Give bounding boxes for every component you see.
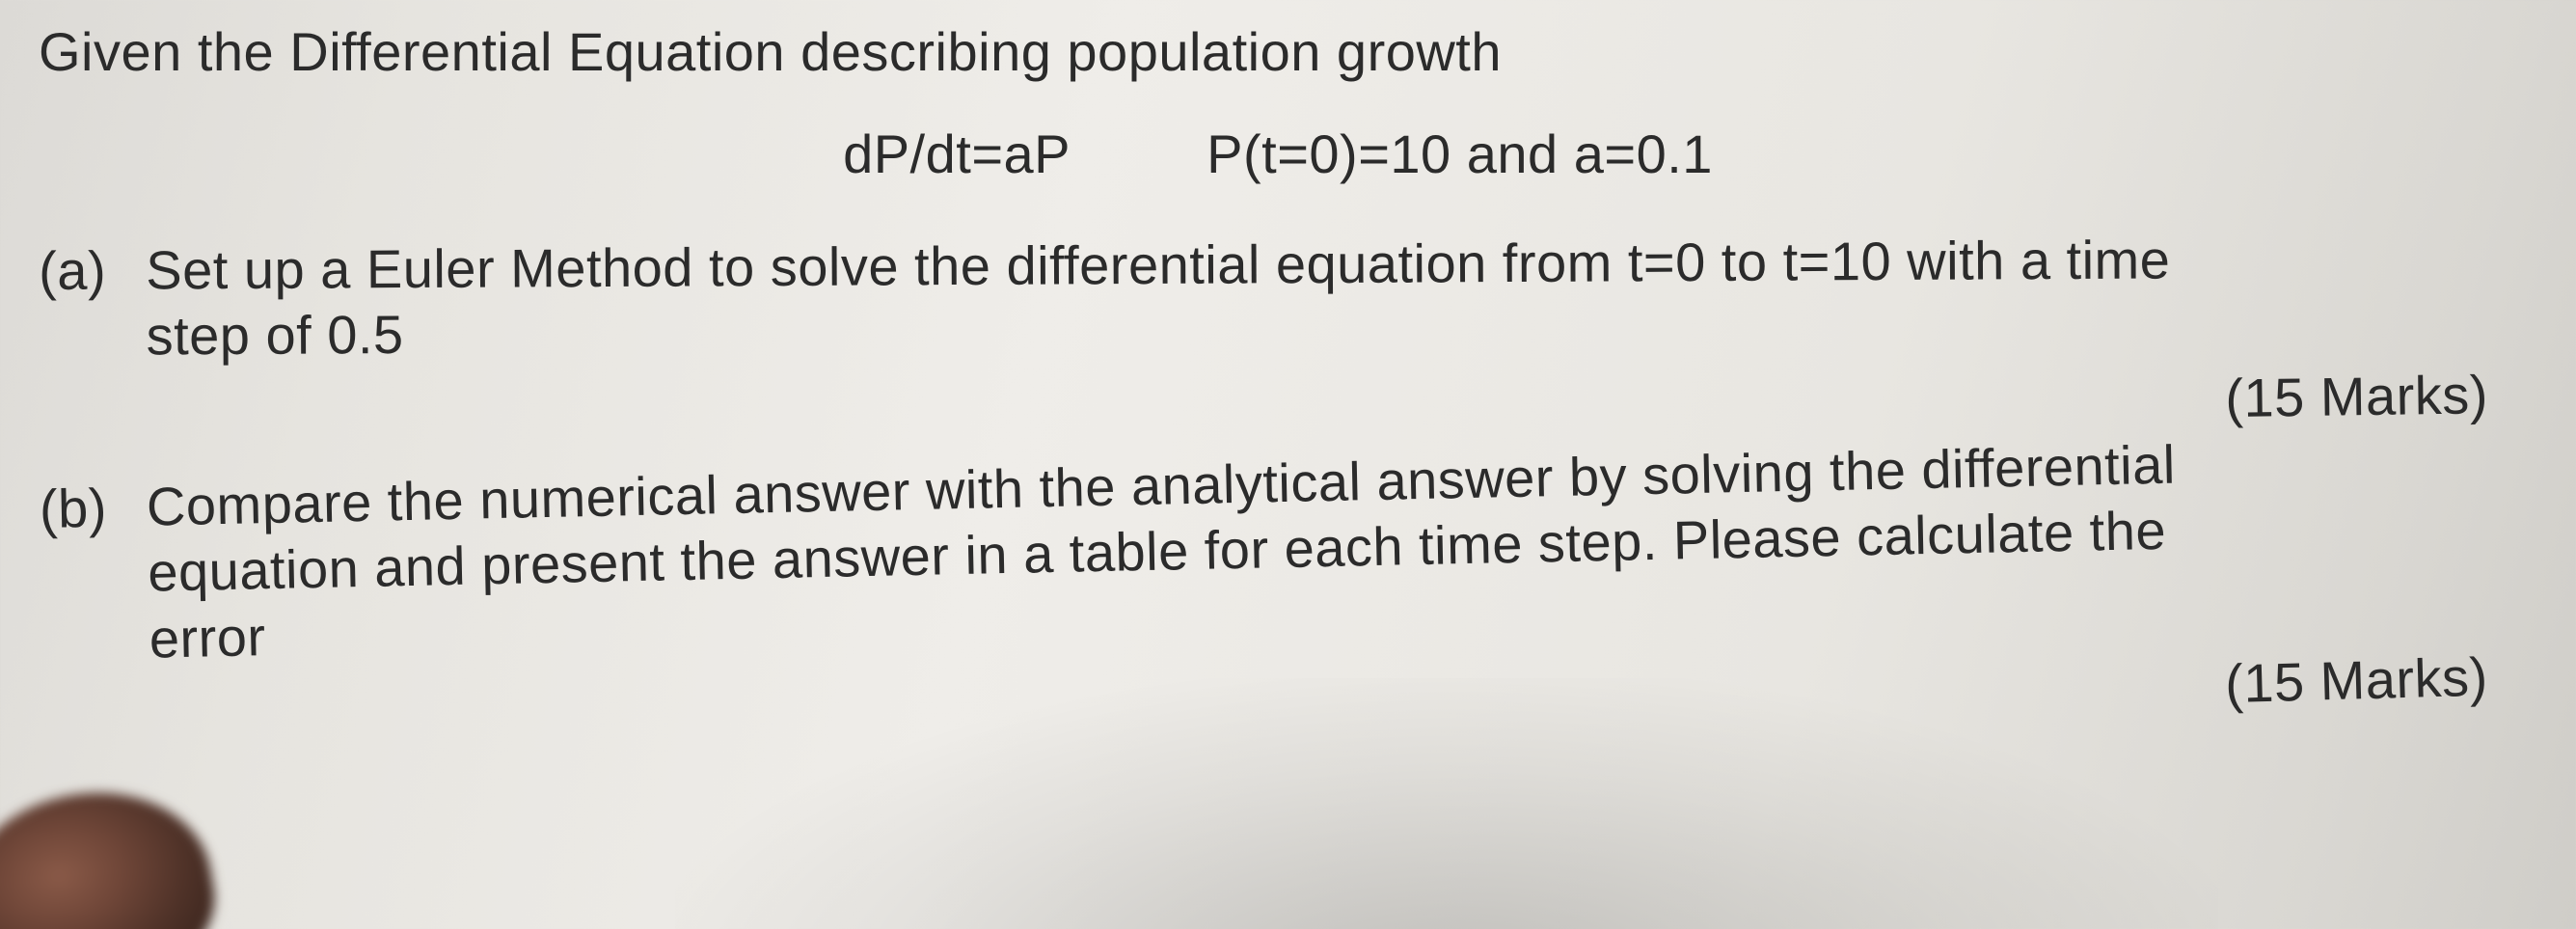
part-a-label: (a): [39, 238, 130, 305]
part-b: (b) Compare the numerical answer with th…: [39, 424, 2521, 674]
question-page: Given the Differential Equation describi…: [39, 19, 2517, 761]
part-b-line3: error: [149, 606, 266, 669]
intro-text: Given the Differential Equation describi…: [39, 19, 2517, 84]
part-a-line1: Set up a Euler Method to solve the diffe…: [146, 230, 2170, 301]
part-a: (a) Set up a Euler Method to solve the d…: [39, 226, 2518, 370]
part-a-body: Set up a Euler Method to solve the diffe…: [146, 226, 2500, 369]
equation-left: dP/dt=aP: [843, 123, 1070, 184]
part-b-label: (b): [39, 475, 131, 542]
equation-line: dP/dt=aP P(t=0)=10 and a=0.1: [39, 123, 2517, 185]
part-b-body: Compare the numerical answer with the an…: [146, 424, 2503, 671]
thumb-corner: [0, 774, 227, 929]
equation-right: P(t=0)=10 and a=0.1: [1207, 123, 1713, 184]
part-a-line2: step of 0.5: [146, 305, 403, 367]
